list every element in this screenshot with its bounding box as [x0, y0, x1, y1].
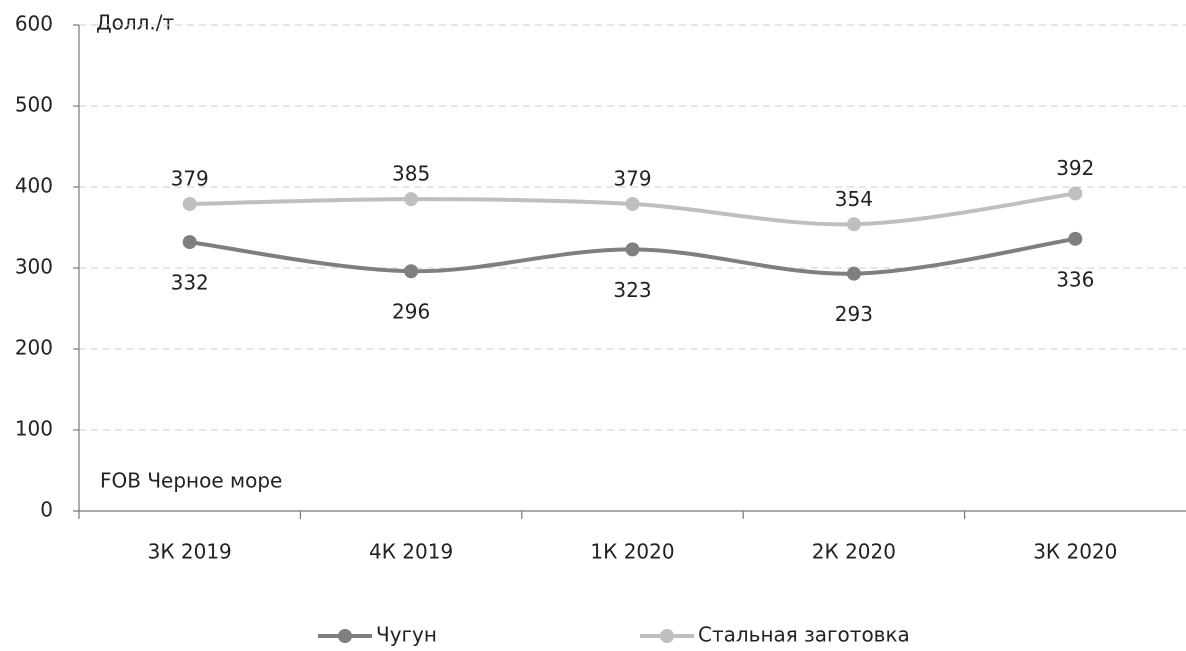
marker	[846, 266, 861, 281]
x-tick-label: 2К 2020	[812, 540, 896, 564]
data-label: 379	[613, 167, 651, 191]
data-label: 336	[1056, 267, 1094, 291]
data-label: 332	[171, 271, 209, 295]
y-tick-label: 300	[15, 255, 53, 279]
x-tick-label: 3К 2020	[1033, 540, 1117, 564]
legend-marker	[338, 629, 352, 643]
annotation: FOB Черное море	[100, 469, 282, 493]
y-axis-label: Долл./т	[96, 11, 175, 35]
data-label: 379	[171, 167, 209, 191]
marker	[1068, 186, 1083, 201]
y-tick-label: 500	[15, 93, 53, 117]
data-label: 293	[835, 302, 873, 326]
x-tick-label: 1К 2020	[590, 540, 674, 564]
marker	[182, 235, 197, 250]
marker	[182, 197, 197, 212]
x-tick-label: 4К 2019	[369, 540, 453, 564]
x-tick-label: 3К 2019	[148, 540, 232, 564]
data-label: 392	[1056, 156, 1094, 180]
marker	[404, 192, 419, 207]
marker	[625, 197, 640, 212]
y-tick-label: 200	[15, 336, 53, 360]
legend-label: Чугун	[376, 623, 437, 647]
marker	[404, 264, 419, 279]
data-label: 385	[392, 162, 430, 186]
data-label: 323	[613, 278, 651, 302]
legend-marker	[660, 629, 674, 643]
legend-label: Стальная заготовка	[698, 623, 910, 647]
y-tick-label: 100	[15, 417, 53, 441]
y-tick-label: 400	[15, 174, 53, 198]
marker	[1068, 231, 1083, 246]
data-label: 296	[392, 300, 430, 324]
marker	[846, 217, 861, 232]
marker	[625, 242, 640, 257]
y-tick-label: 0	[40, 498, 53, 522]
y-tick-label: 600	[15, 12, 53, 36]
data-label: 354	[835, 187, 873, 211]
